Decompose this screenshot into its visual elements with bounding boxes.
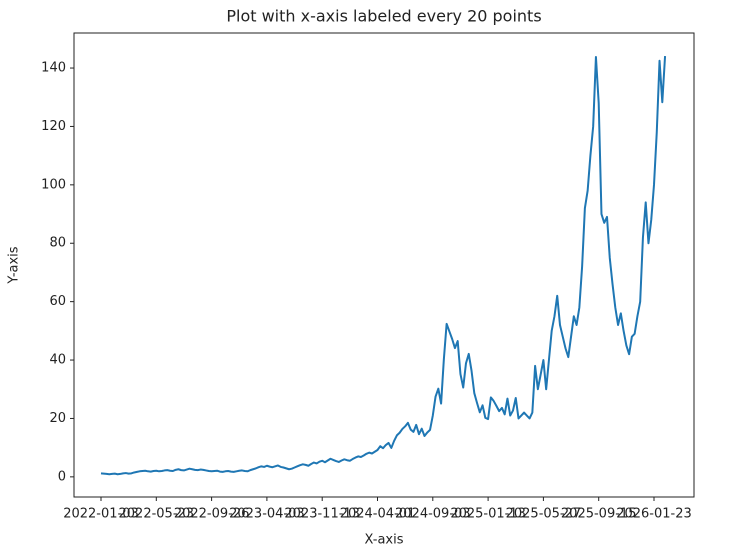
x-tick-label: 2024-09-03 bbox=[395, 507, 471, 522]
x-tick-label: 2025-09-15 bbox=[561, 507, 637, 522]
x-tick-label: 2025-05-27 bbox=[506, 507, 582, 522]
y-tick-label: 120 bbox=[41, 119, 66, 134]
x-tick-label: 2024-04-01 bbox=[340, 507, 416, 522]
data-line bbox=[100, 55, 667, 476]
x-tick-label: 2026-01-23 bbox=[616, 507, 692, 522]
x-tick-label: 2022-05-23 bbox=[119, 507, 195, 522]
y-tick-label: 80 bbox=[49, 236, 66, 251]
plot-frame bbox=[73, 32, 695, 498]
y-tick-label: 40 bbox=[49, 353, 66, 368]
x-axis-label: X-axis bbox=[365, 533, 404, 548]
x-tick-label: 2022-09-26 bbox=[174, 507, 250, 522]
y-tick-label: 60 bbox=[49, 294, 66, 309]
y-axis-label: Y-axis bbox=[7, 246, 22, 284]
y-tick-label: 20 bbox=[49, 411, 66, 426]
y-tick-label: 100 bbox=[41, 177, 66, 192]
x-tick-label: 2022-01-03 bbox=[63, 507, 139, 522]
y-tick-label: 140 bbox=[41, 61, 66, 76]
x-tick-label: 2025-01-13 bbox=[450, 507, 526, 522]
chart-title: Plot with x-axis labeled every 20 points bbox=[226, 7, 541, 26]
x-tick-label: 2023-04-03 bbox=[229, 507, 305, 522]
y-tick-label: 0 bbox=[58, 469, 66, 484]
x-tick-label: 2023-11-13 bbox=[284, 507, 360, 522]
